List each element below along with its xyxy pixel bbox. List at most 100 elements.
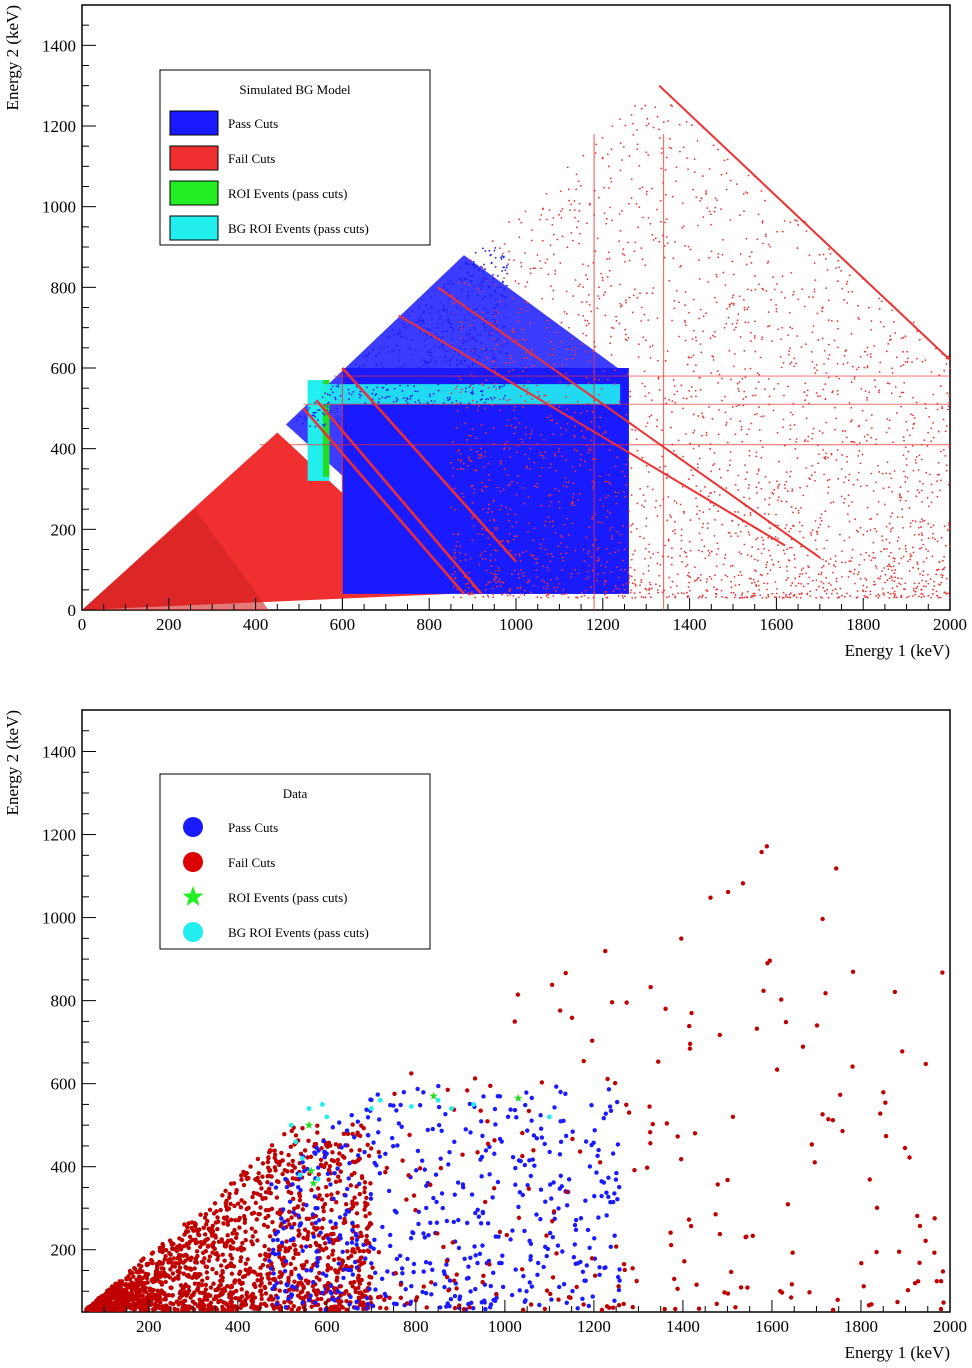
fail-point xyxy=(894,593,897,596)
fail-point xyxy=(456,468,459,471)
fail-data-point xyxy=(349,1253,354,1259)
fail-point xyxy=(927,550,930,553)
fail-point xyxy=(726,575,729,578)
fail-data-point xyxy=(181,1271,186,1276)
fail-point xyxy=(576,596,579,599)
fail-point xyxy=(713,534,716,537)
fail-point xyxy=(738,583,741,586)
pass-point xyxy=(418,319,421,322)
fail-point xyxy=(857,471,860,474)
pass-point xyxy=(433,400,436,403)
fail-point xyxy=(607,165,610,168)
fail-point xyxy=(844,429,847,432)
fail-point xyxy=(656,317,659,319)
fail-point xyxy=(864,596,867,599)
fail-point xyxy=(811,529,814,532)
fail-point xyxy=(948,401,951,404)
pass-point xyxy=(472,274,474,277)
pass-point xyxy=(463,417,465,419)
fail-point xyxy=(740,553,743,555)
fail-point xyxy=(834,555,837,557)
fail-point xyxy=(452,596,455,599)
sum-energy-line xyxy=(302,407,465,595)
fail-data-point xyxy=(196,1281,201,1286)
fail-point xyxy=(504,362,507,364)
pass-point xyxy=(496,286,499,289)
fail-point xyxy=(517,596,520,599)
fail-point xyxy=(753,595,756,597)
fail-point xyxy=(793,557,796,560)
pass-point xyxy=(466,290,469,293)
fail-point xyxy=(671,411,673,414)
fail-point xyxy=(710,550,713,553)
pass-point xyxy=(428,393,431,396)
fail-point xyxy=(907,450,910,453)
pass-point xyxy=(451,283,454,286)
fail-point xyxy=(498,578,501,580)
fail-data-point xyxy=(210,1267,215,1272)
fail-point xyxy=(656,562,659,565)
fail-point xyxy=(546,582,549,585)
fail-point xyxy=(835,417,838,420)
pass-point xyxy=(412,407,414,409)
pass-point xyxy=(327,401,330,404)
fail-point xyxy=(620,592,623,595)
pass-point xyxy=(422,322,425,325)
fail-point xyxy=(939,450,942,453)
fail-point xyxy=(725,322,728,325)
fail-data-point xyxy=(113,1281,118,1287)
fail-data-point xyxy=(261,1222,267,1228)
fail-point xyxy=(526,309,529,312)
fail-point xyxy=(668,137,671,140)
pass-point xyxy=(401,322,404,325)
fail-point xyxy=(507,484,510,487)
fail-point xyxy=(481,557,484,560)
fail-point xyxy=(609,552,612,555)
fail-point xyxy=(645,190,648,193)
fail-point xyxy=(535,558,538,561)
pass-point xyxy=(505,264,508,267)
fail-point xyxy=(485,379,488,382)
pass-point xyxy=(429,408,432,411)
fail-point xyxy=(777,328,779,331)
fail-point xyxy=(620,210,623,212)
fail-point xyxy=(527,522,530,525)
pass-point xyxy=(396,332,399,335)
fail-point xyxy=(705,192,708,195)
fail-data-point xyxy=(263,1189,269,1195)
fail-point xyxy=(477,405,480,407)
pass-point xyxy=(372,348,374,351)
fail-point xyxy=(670,516,673,519)
pass-point xyxy=(391,350,394,353)
fail-point xyxy=(619,302,622,305)
fail-point xyxy=(558,490,561,492)
fail-point xyxy=(879,577,881,580)
fail-point xyxy=(845,283,848,285)
y-tick-label: 0 xyxy=(68,601,77,620)
fail-point xyxy=(776,537,779,540)
x-tick-label: 2000 xyxy=(933,615,967,634)
fail-point xyxy=(928,415,931,418)
fail-point xyxy=(865,586,868,589)
fail-point xyxy=(601,157,604,160)
fail-point xyxy=(697,466,699,469)
fail-point xyxy=(460,325,463,328)
fail-point xyxy=(834,565,837,568)
fail-data-point xyxy=(244,1176,250,1182)
fail-point xyxy=(570,503,573,506)
fail-point xyxy=(618,588,621,590)
fail-point xyxy=(529,272,532,275)
fail-point xyxy=(617,491,620,494)
fail-point xyxy=(797,224,800,226)
pass-point xyxy=(396,344,399,347)
pass-point xyxy=(466,364,469,367)
fail-point xyxy=(649,556,652,559)
fail-point xyxy=(920,588,923,591)
fail-data-point xyxy=(246,1205,251,1211)
fail-point xyxy=(556,577,559,580)
fail-point xyxy=(639,292,641,294)
fail-data-point xyxy=(329,1157,335,1163)
fail-point xyxy=(885,431,888,434)
fail-point xyxy=(508,590,510,593)
fail-point xyxy=(680,592,683,594)
